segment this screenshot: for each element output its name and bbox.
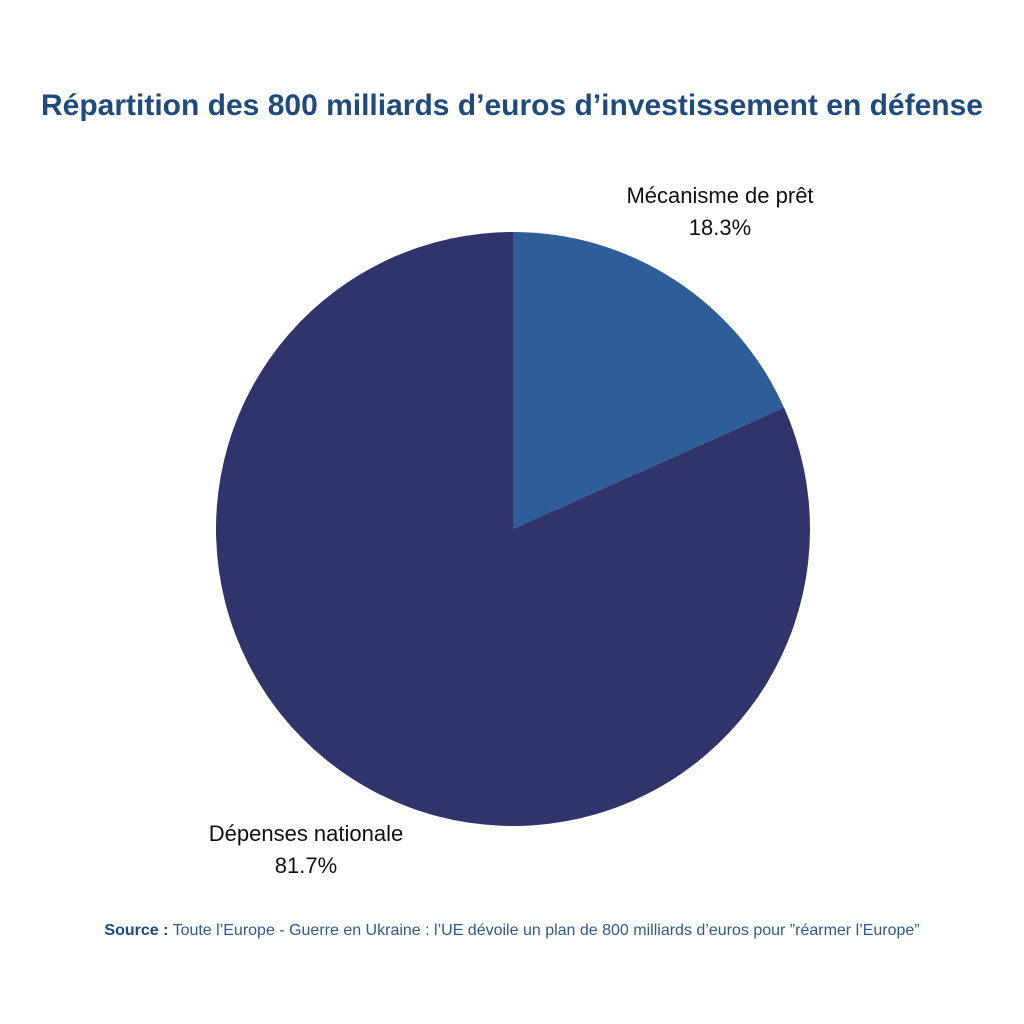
- pie-slice-mecanisme-de-pret: [513, 232, 785, 529]
- slice-label-mecanisme-de-pret: Mécanisme de prêt 18.3%: [590, 180, 850, 244]
- source-note: Source : Toute l’Europe - Guerre en Ukra…: [50, 918, 974, 943]
- slice-name-mecanisme-de-pret: Mécanisme de prêt: [626, 183, 814, 208]
- pie-slice-depenses-nationale: [216, 232, 811, 826]
- source-label: Source :: [104, 922, 169, 939]
- chart-title: Répartition des 800 milliards d’euros d’…: [41, 89, 983, 122]
- source-text: Toute l’Europe - Guerre en Ukraine : l’U…: [172, 922, 920, 939]
- slice-value-depenses-nationale: 81.7%: [274, 853, 338, 878]
- slice-value-mecanisme-de-pret: 18.3%: [688, 215, 752, 240]
- slice-label-depenses-nationale: Dépenses nationale 81.7%: [176, 818, 436, 882]
- slice-name-depenses-nationale: Dépenses nationale: [208, 821, 404, 846]
